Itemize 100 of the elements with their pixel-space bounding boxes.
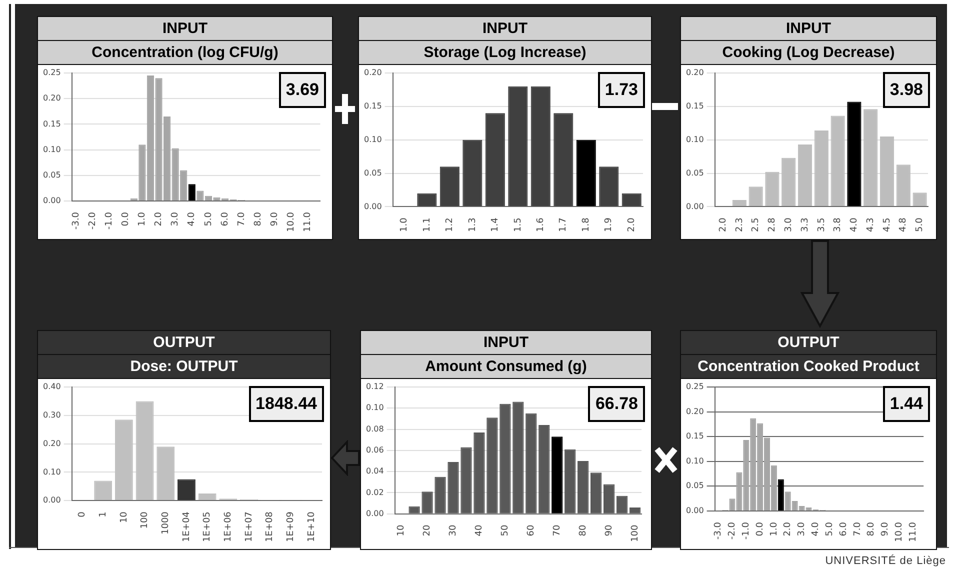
x-tick-label: 1.7 (558, 218, 569, 232)
y-tick-label: 0.08 (366, 424, 384, 434)
x-tick-label: 1E+09 (286, 511, 296, 542)
chart-title: INPUT (359, 17, 651, 41)
x-tick-label: -1.0 (104, 212, 114, 230)
x-tick-label: 90 (604, 524, 614, 536)
x-tick-label: 4.5 (882, 218, 892, 232)
x-tick-label: 2.0 (783, 522, 794, 536)
y-tick-label: 0.20 (43, 438, 61, 448)
y-tick-label: 0.15 (43, 119, 61, 128)
chart-subtitle: Concentration Cooked Product (681, 355, 936, 379)
x-tick-label: 5.0 (915, 217, 926, 232)
text: UNIVERSITÉ de Liège (825, 555, 946, 567)
x-tick-label: 2.0 (626, 217, 637, 232)
x-tick-label: -1.0 (741, 522, 752, 540)
x-tick-label: 9.0 (880, 522, 891, 536)
y-tick-label: 0.00 (43, 196, 61, 206)
x-tick-label: 1.6 (536, 217, 546, 232)
x-tick-label: 1.8 (581, 217, 592, 232)
y-tick-label: 0.05 (686, 481, 704, 490)
x-tick-label: 3.3 (800, 218, 810, 232)
y-tick-label: 0.25 (686, 382, 704, 392)
x-tick-label: 1.2 (445, 218, 456, 232)
x-tick-label: 3.0 (170, 212, 181, 226)
x-tick-label: 1.3 (468, 218, 478, 232)
x-tick-label: 1 (98, 512, 108, 518)
x-tick-label: 4.3 (866, 218, 876, 232)
x-tick-label: 0 (78, 511, 88, 518)
x-tick-label: 9.0 (270, 212, 280, 226)
x-tick-label: 7.0 (236, 212, 247, 226)
x-tick-label: 2.0 (718, 217, 728, 232)
x-tick-label: 1E+05 (202, 512, 213, 542)
x-tick-label: 1.5 (513, 218, 524, 232)
y-tick-label: 0.15 (686, 432, 704, 441)
y-tick-label: 0.00 (686, 506, 704, 516)
y-tick-label: 0.30 (43, 410, 61, 420)
x-tick-label: -3.0 (714, 522, 724, 540)
x-tick-label: 1E+07 (244, 512, 254, 542)
x-tick-label: 5.0 (824, 522, 835, 536)
y-tick-label: 0.00 (43, 496, 61, 505)
y-tick-label: 0.25 (43, 68, 61, 78)
x-tick-label: 8.0 (866, 522, 877, 536)
chart-subtitle: Storage (Log Increase) (359, 41, 651, 65)
x-tick-label: 3.5 (816, 218, 827, 232)
x-tick-label: -3.0 (71, 212, 82, 230)
y-tick-label: 0.05 (43, 170, 61, 180)
x-tick-label: 1.0 (400, 217, 410, 232)
y-tick-label: 0.02 (366, 488, 384, 497)
x-tick-label: 10 (119, 511, 130, 524)
y-tick-label: 0.06 (366, 445, 384, 454)
x-tick-label: 40 (474, 524, 485, 536)
y-tick-label: 0.10 (364, 134, 382, 144)
y-tick-label: 0.10 (686, 456, 704, 466)
annotation: 1.73 (598, 72, 645, 108)
y-tick-label: 0.10 (366, 403, 384, 412)
x-tick-label: 1.4 (490, 217, 501, 232)
y-tick-label: 0.40 (43, 382, 61, 392)
x-tick-label: 60 (526, 524, 537, 536)
x-tick-label: 7.0 (852, 522, 863, 536)
y-tick-label: 0.20 (686, 406, 704, 416)
y-tick-label: 0.20 (686, 68, 704, 78)
x-tick-label: 3.8 (833, 217, 844, 232)
x-tick-label: 50 (500, 524, 511, 536)
x-tick-label: 11.0 (303, 212, 314, 232)
x-tick-label: 4.0 (850, 217, 860, 232)
annotation: 3.69 (278, 72, 326, 108)
x-tick-label: 1E+06 (224, 511, 234, 542)
x-tick-label: -2.0 (728, 522, 738, 540)
x-tick-label: 6.0 (838, 522, 849, 536)
x-tick-label: 4.0 (187, 212, 198, 226)
x-tick-label: 100 (140, 511, 150, 529)
y-tick-label: 0.05 (364, 168, 382, 178)
x-tick-label: -2.0 (88, 212, 98, 230)
x-tick-label: 1.1 (422, 218, 432, 232)
y-tick-label: 0.04 (366, 466, 384, 476)
chart-title: INPUT (361, 331, 651, 355)
y-tick-label: 0.20 (364, 68, 382, 78)
y-tick-label: 0.00 (686, 202, 704, 211)
x-tick-label: 0.0 (755, 522, 766, 536)
chart-title: OUTPUT (38, 331, 330, 355)
x-tick-label: 4.8 (898, 217, 909, 232)
y-tick-label: 0.12 (366, 382, 384, 392)
chart-subtitle: Dose: OUTPUT (38, 355, 330, 379)
x-tick-label: 4.0 (811, 522, 822, 536)
y-tick-label: 0.00 (366, 508, 384, 518)
y-tick-label: 0.00 (364, 202, 382, 211)
x-tick-label: 10.0 (286, 212, 297, 232)
chart-subtitle: Cooking (Log Decrease) (681, 41, 936, 65)
x-tick-label: 1E+08 (265, 511, 276, 542)
x-tick-label: 0.0 (120, 212, 131, 226)
x-tick-label: 2.0 (154, 212, 164, 226)
x-tick-label: 1E+10 (306, 511, 317, 542)
x-tick-label: 5.0 (204, 212, 214, 226)
x-tick-label: 2.8 (768, 217, 778, 232)
x-tick-label: 8.0 (253, 212, 264, 226)
annotation: 1848.44 (248, 386, 324, 422)
x-tick-label: 2.5 (751, 218, 762, 232)
chart-title: INPUT (681, 17, 936, 41)
x-tick-label: 6.0 (220, 212, 230, 226)
x-tick-label: 3.0 (797, 522, 808, 536)
